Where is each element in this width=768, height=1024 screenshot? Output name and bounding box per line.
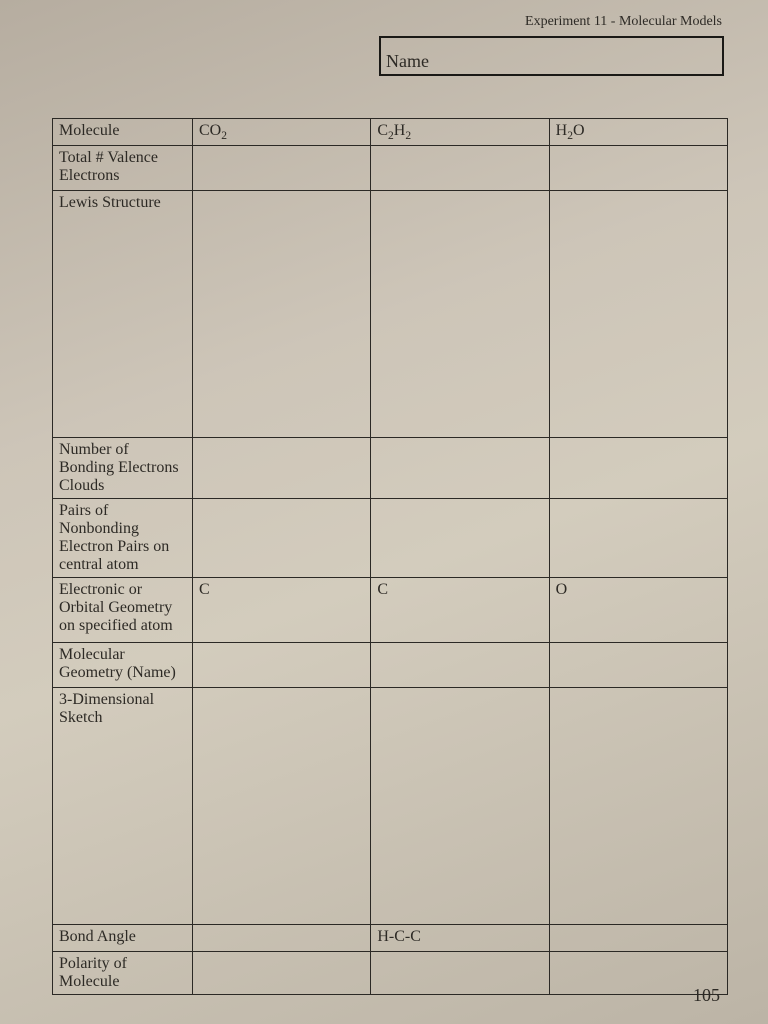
cell-angle-2[interactable]: H-C-C: [371, 925, 549, 952]
mol2-s2: 2: [405, 130, 411, 142]
label-bonding: Number of Bonding Electrons Clouds: [53, 438, 193, 499]
cell-sketch-3[interactable]: [549, 688, 727, 925]
row-angle: Bond Angle H-C-C: [53, 925, 728, 952]
page-number: 105: [693, 985, 720, 1006]
cell-sketch-2[interactable]: [371, 688, 549, 925]
label-lewis: Lewis Structure: [53, 191, 193, 438]
table-header-row: Molecule CO2 C2H2 H2O: [53, 119, 728, 146]
name-label: Name: [386, 51, 429, 72]
mol1-sub: 2: [221, 130, 227, 142]
cell-nonbond-1[interactable]: [193, 499, 371, 578]
cell-valence-2[interactable]: [371, 146, 549, 191]
mol2-h: H: [394, 122, 406, 139]
row-nonbond: Pairs of Nonbonding Electron Pairs on ce…: [53, 499, 728, 578]
row-geometry: Electronic or Orbital Geometry on specif…: [53, 578, 728, 643]
cell-valence-3[interactable]: [549, 146, 727, 191]
label-valence: Total # Valence Electrons: [53, 146, 193, 191]
cell-geometry-3[interactable]: O: [549, 578, 727, 643]
header-molecule: Molecule: [53, 119, 193, 146]
label-sketch: 3-Dimensional Sketch: [53, 688, 193, 925]
label-geometry: Electronic or Orbital Geometry on specif…: [53, 578, 193, 643]
row-valence: Total # Valence Electrons: [53, 146, 728, 191]
cell-valence-1[interactable]: [193, 146, 371, 191]
name-field-box[interactable]: Name: [379, 36, 724, 76]
cell-lewis-2[interactable]: [371, 191, 549, 438]
header-co2: CO2: [193, 119, 371, 146]
cell-nonbond-3[interactable]: [549, 499, 727, 578]
cell-geometry-1[interactable]: C: [193, 578, 371, 643]
label-nonbond: Pairs of Nonbonding Electron Pairs on ce…: [53, 499, 193, 578]
label-polarity: Polarity of Molecule: [53, 952, 193, 995]
cell-molgeom-2[interactable]: [371, 643, 549, 688]
mol1-base: CO: [199, 122, 221, 139]
experiment-title: Experiment 11 - Molecular Models: [52, 14, 722, 30]
cell-molgeom-1[interactable]: [193, 643, 371, 688]
cell-lewis-3[interactable]: [549, 191, 727, 438]
cell-bonding-2[interactable]: [371, 438, 549, 499]
cell-polarity-1[interactable]: [193, 952, 371, 995]
mol2-c: C: [377, 122, 388, 139]
header-c2h2: C2H2: [371, 119, 549, 146]
row-molgeom: Molecular Geometry (Name): [53, 643, 728, 688]
mol3-h: H: [556, 122, 568, 139]
cell-angle-1[interactable]: [193, 925, 371, 952]
label-molgeom: Molecular Geometry (Name): [53, 643, 193, 688]
cell-angle-3[interactable]: [549, 925, 727, 952]
label-angle: Bond Angle: [53, 925, 193, 952]
row-sketch: 3-Dimensional Sketch: [53, 688, 728, 925]
cell-geometry-2[interactable]: C: [371, 578, 549, 643]
worksheet-table: Molecule CO2 C2H2 H2O Total # Valence El…: [52, 118, 728, 995]
cell-lewis-1[interactable]: [193, 191, 371, 438]
cell-molgeom-3[interactable]: [549, 643, 727, 688]
worksheet-page: Experiment 11 - Molecular Models Name Mo…: [0, 0, 768, 1024]
mol3-o: O: [573, 122, 585, 139]
header-h2o: H2O: [549, 119, 727, 146]
cell-nonbond-2[interactable]: [371, 499, 549, 578]
cell-bonding-1[interactable]: [193, 438, 371, 499]
cell-sketch-1[interactable]: [193, 688, 371, 925]
row-polarity: Polarity of Molecule: [53, 952, 728, 995]
cell-polarity-2[interactable]: [371, 952, 549, 995]
cell-bonding-3[interactable]: [549, 438, 727, 499]
spacer: [52, 76, 728, 118]
row-bonding: Number of Bonding Electrons Clouds: [53, 438, 728, 499]
row-lewis: Lewis Structure: [53, 191, 728, 438]
